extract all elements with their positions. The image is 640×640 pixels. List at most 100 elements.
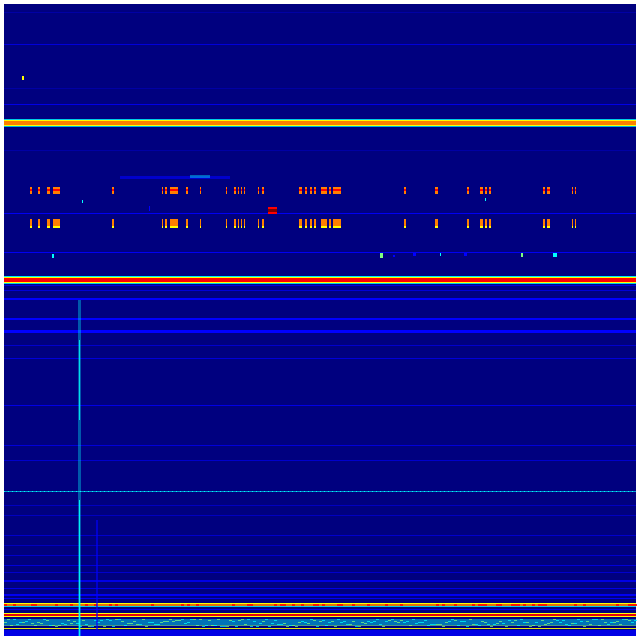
burst-lower [244, 226, 245, 228]
burst-lower [489, 226, 491, 228]
noise-speck [130, 623, 133, 624]
dotted-line-dot [612, 491, 613, 492]
noise-speck [508, 620, 511, 621]
noise-speck [631, 604, 634, 606]
spectral-line [4, 150, 636, 151]
burst-lower [547, 226, 550, 228]
dotted-line-dot [272, 491, 273, 492]
dotted-line-dot [552, 491, 553, 492]
dotted-line-dot [236, 491, 237, 492]
dotted-line-dot [404, 491, 405, 492]
noise-speck [430, 624, 433, 625]
spectral-line [4, 505, 636, 506]
noise-speck [118, 619, 121, 620]
noise-speck [526, 622, 529, 623]
dotted-line-dot [36, 491, 37, 492]
spectral-line [4, 625, 636, 626]
noise-speck [529, 626, 532, 627]
noise-speck [385, 621, 388, 622]
noise-speck [478, 604, 481, 606]
dotted-line-dot [172, 491, 173, 492]
noise-speck [151, 622, 154, 623]
noise-speck [274, 604, 277, 606]
burst-block [268, 209, 277, 212]
dotted-line-dot [152, 491, 153, 492]
dotted-line-dot [108, 491, 109, 492]
noise-speck [148, 622, 151, 623]
noise-speck [595, 619, 598, 620]
dotted-line-dot [360, 491, 361, 492]
faint-sweep [120, 176, 230, 179]
noise-speck [151, 604, 154, 606]
noise-speck [370, 622, 373, 623]
spectral-line [4, 545, 636, 546]
dotted-line-dot [324, 491, 325, 492]
noise-speck [301, 621, 304, 622]
noise-speck [487, 624, 490, 625]
dotted-line-dot [40, 491, 41, 492]
noise-speck [166, 621, 169, 622]
burst-lower [241, 226, 242, 228]
dotted-line-dot [136, 491, 137, 492]
dotted-line-dot [76, 491, 77, 492]
noise-speck [244, 624, 247, 625]
noise-speck [442, 604, 445, 606]
noise-speck [400, 620, 403, 621]
burst-upper [244, 189, 245, 191]
noise-speck [310, 619, 313, 620]
dotted-line-dot [312, 491, 313, 492]
spectral-line [4, 285, 636, 286]
dotted-line-dot [4, 491, 5, 492]
noise-speck [292, 625, 295, 626]
spectral-line [4, 603, 636, 604]
noise-speck [205, 625, 208, 626]
noise-speck [13, 604, 16, 606]
burst-upper [170, 189, 178, 191]
noise-speck [121, 621, 124, 622]
dotted-line-dot [420, 491, 421, 492]
burst-lower [485, 226, 487, 228]
spectral-line [4, 252, 636, 253]
spectral-line [4, 213, 636, 214]
burst-upper [53, 189, 60, 191]
noise-speck [232, 604, 235, 606]
dotted-line-dot [620, 491, 621, 492]
spectral-line [4, 555, 636, 556]
burst-lower [543, 226, 545, 228]
noise-speck [106, 619, 109, 620]
spectral-line [4, 572, 636, 573]
dotted-line-dot [384, 491, 385, 492]
noise-speck [598, 625, 601, 626]
burst-upper [480, 189, 483, 191]
dotted-line-dot [484, 491, 485, 492]
noise-speck [58, 625, 61, 626]
noise-speck [406, 621, 409, 622]
spectral-line [4, 88, 636, 89]
noise-speck [604, 622, 607, 623]
noise-speck [211, 625, 214, 626]
noise-speck [463, 621, 466, 622]
burst-lower [299, 226, 302, 228]
small-event [553, 253, 557, 257]
dotted-line-dot [48, 491, 49, 492]
small-event [413, 253, 416, 256]
dotted-line-dot [224, 491, 225, 492]
burst-lower [47, 226, 50, 228]
noise-speck [502, 623, 505, 624]
noise-speck [532, 604, 535, 606]
dotted-line-dot [268, 491, 269, 492]
burst-lower [238, 226, 239, 228]
noise-speck [304, 622, 307, 623]
noise-speck [424, 620, 427, 621]
dotted-line-dot [520, 491, 521, 492]
noise-speck [481, 621, 484, 622]
dotted-line-dot [64, 491, 65, 492]
burst-lower [305, 226, 307, 228]
dotted-line-dot [576, 491, 577, 492]
noise-speck [61, 623, 64, 624]
noise-speck [544, 624, 547, 625]
noise-speck [505, 626, 508, 627]
noise-speck [220, 626, 223, 627]
dotted-line-dot [476, 491, 477, 492]
dotted-line-dot [100, 491, 101, 492]
